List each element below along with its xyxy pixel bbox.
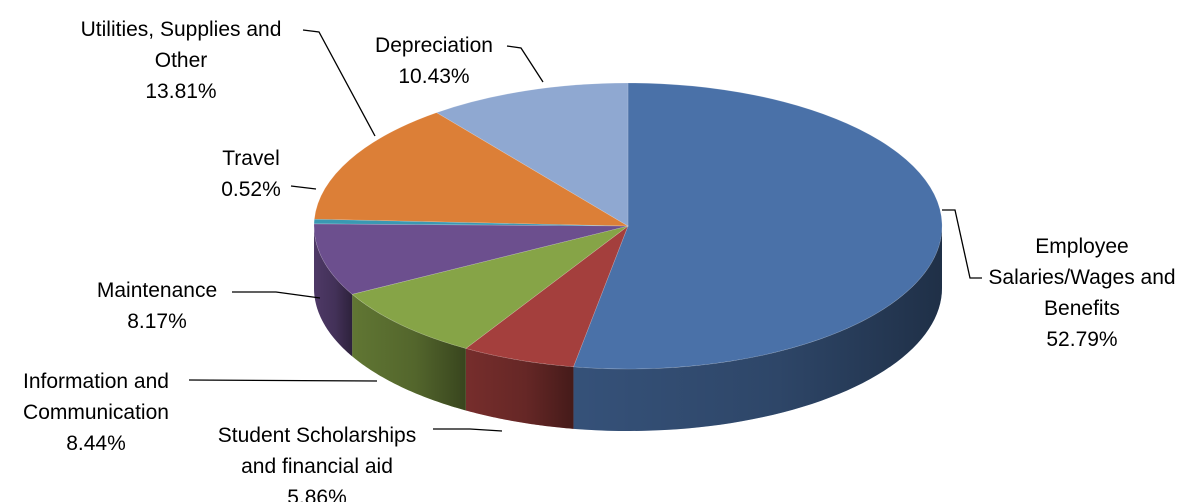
slice-label-travel: Travel 0.52% — [221, 147, 281, 201]
data-labels: Employee Salaries/Wages and Benefits 52.79%… — [23, 18, 1176, 502]
pie-slice-depreciation — [435, 82, 629, 227]
leader-lines — [188, 29, 982, 432]
slice-label-information-and-communication: Information and Communication 8.44% — [23, 370, 169, 455]
pie-top-face — [313, 82, 943, 370]
pie-side-information-and-communication — [352, 294, 466, 411]
slice-value-student-scholarships-and-financial-aid: 5.86% — [287, 486, 347, 502]
slice-value-maintenance: 8.17% — [127, 310, 187, 333]
leader-line-employee-salaries-wages-and-benefits — [942, 209, 982, 279]
pie-slice-employee-salaries-wages-and-benefits — [573, 82, 943, 370]
pie-side-maintenance — [314, 226, 353, 357]
slice-label-depreciation: Depreciation 10.43% — [375, 34, 493, 88]
pie-slice-information-and-communication — [351, 225, 629, 349]
slice-label-student-scholarships-and-financial-aid: Student Scholarships and financial aid 5.8… — [218, 424, 416, 502]
leader-line-information-and-communication — [188, 379, 378, 382]
slice-value-employee-salaries-wages-and-benefits: 52.79% — [1046, 328, 1117, 351]
slice-value-travel: 0.52% — [221, 178, 281, 201]
slice-label-utilities-supplies-and-other: Utilities, Supplies and Other 13.81% — [81, 18, 282, 103]
leader-line-maintenance — [232, 291, 321, 299]
slice-value-utilities-supplies-and-other: 13.81% — [145, 80, 216, 103]
pie-side-student-scholarships-and-financial-aid — [465, 348, 574, 429]
leader-line-utilities-supplies-and-other — [302, 29, 376, 137]
slice-value-information-and-communication: 8.44% — [66, 432, 126, 455]
leader-line-student-scholarships-and-financial-aid — [433, 428, 503, 432]
pie-slice-maintenance — [313, 223, 629, 295]
pie-slice-travel — [313, 218, 629, 227]
pie-side-employee-salaries-wages-and-benefits — [573, 226, 942, 431]
pie-side-walls — [314, 226, 942, 431]
slice-label-employee-salaries-wages-and-benefits: Employee Salaries/Wages and Benefits 52.79% — [988, 235, 1175, 351]
slice-value-depreciation: 10.43% — [398, 65, 469, 88]
leader-line-depreciation — [506, 45, 544, 83]
pie-slice-utilities-supplies-and-other — [314, 112, 630, 227]
slice-label-maintenance: Maintenance 8.17% — [97, 279, 217, 333]
leader-line-travel — [290, 185, 317, 190]
pie-slice-student-scholarships-and-financial-aid — [465, 225, 629, 368]
